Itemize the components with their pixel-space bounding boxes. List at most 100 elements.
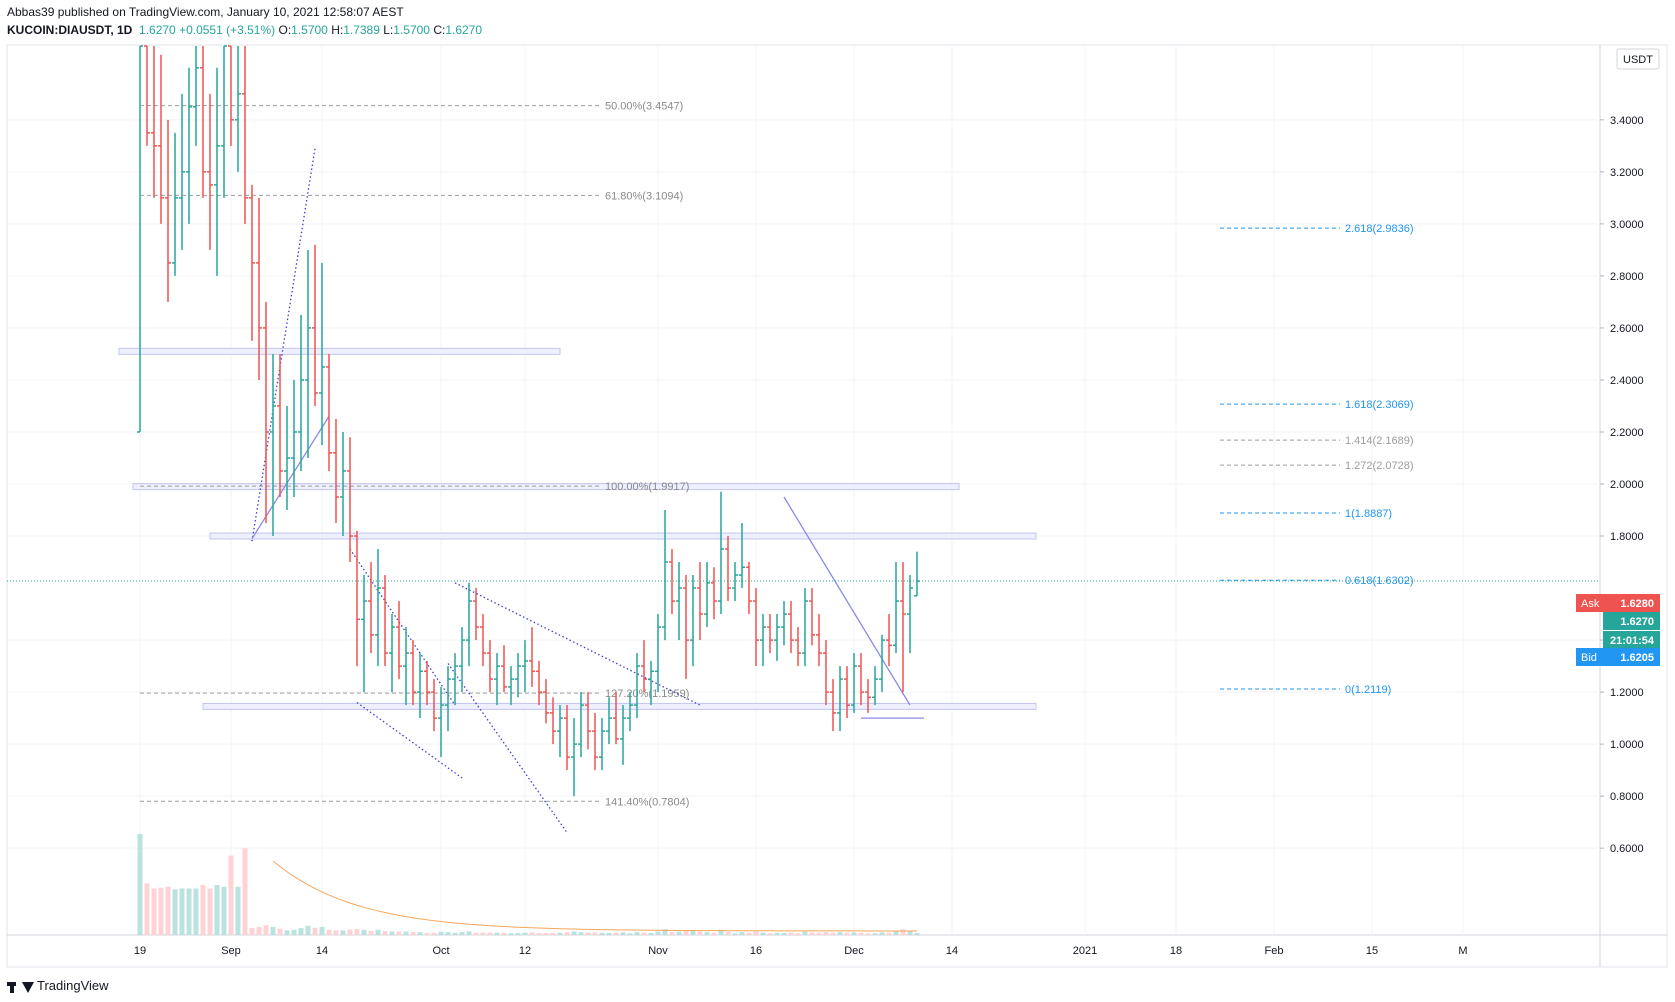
- ohlc-bar: [200, 46, 206, 198]
- volume-bar: [879, 932, 885, 935]
- volume-bar: [459, 932, 465, 935]
- ohlc-bar: [438, 686, 444, 758]
- currency-badge[interactable]: USDT: [1616, 48, 1660, 70]
- volume-bar: [137, 833, 143, 935]
- volume-bar: [445, 932, 451, 935]
- volume-bar: [788, 932, 794, 935]
- volume-bar: [403, 931, 409, 935]
- volume-bar: [529, 932, 535, 935]
- volume-bar: [221, 886, 227, 935]
- y-tick-label: 3.4000: [1610, 115, 1644, 127]
- x-tick-label: 14: [946, 945, 958, 957]
- ohlc-bar: [165, 119, 171, 302]
- ohlc-bar: [760, 614, 766, 667]
- volume-bar: [725, 932, 731, 935]
- footer-brand[interactable]: TradingView: [7, 978, 109, 993]
- volume-bar: [298, 928, 304, 935]
- ohlc-bar: [781, 601, 787, 646]
- ohlc-bar: [333, 418, 339, 524]
- ohlc-bar: [529, 627, 535, 687]
- ohlc-bar: [893, 562, 899, 654]
- volume-bar: [473, 932, 479, 935]
- volume-bar: [704, 932, 710, 935]
- ohlc-bar: [571, 718, 577, 797]
- high-value: 1.7389: [343, 23, 380, 37]
- volume-bar: [669, 932, 675, 935]
- ohlc-bar: [284, 405, 290, 511]
- ohlc-bar: [788, 601, 794, 654]
- fib-level-label: 61.80%(3.1094): [605, 190, 683, 202]
- trendlines: [251, 148, 924, 833]
- ohlc-bar: [879, 634, 885, 693]
- volume-bar: [585, 932, 591, 935]
- low-label: L:: [383, 23, 394, 37]
- volume-bar: [438, 931, 444, 935]
- ohlc-bar: [823, 640, 829, 706]
- ohlc-bar: [151, 46, 157, 198]
- x-tick-label: 18: [1170, 945, 1182, 957]
- y-tick-label: 3.0000: [1610, 219, 1644, 231]
- zone-band: [209, 532, 1037, 540]
- x-tick-label: Feb: [1265, 945, 1284, 957]
- volume-bar: [914, 933, 920, 935]
- volume-bar: [767, 933, 773, 935]
- ohlc-bar: [193, 46, 199, 146]
- volume-bar: [872, 933, 878, 935]
- y-tick-label: 1.2000: [1610, 687, 1644, 699]
- ohlc-bar: [445, 666, 451, 732]
- volume-bar: [319, 926, 325, 935]
- ohlc-bar: [172, 132, 178, 276]
- ohlc-bar: [732, 562, 738, 602]
- fib-level-label: 50.00%(3.4547): [605, 101, 683, 113]
- volume-bar: [214, 885, 220, 935]
- ohlc-bar: [382, 575, 388, 667]
- volume-bar: [634, 932, 640, 935]
- ohlc-bar: [270, 353, 276, 537]
- volume-bar: [333, 930, 339, 935]
- volume-bar: [522, 932, 528, 935]
- trendline: [251, 416, 330, 539]
- ohlc-bar: [816, 614, 822, 667]
- ohlc-bar: [592, 712, 598, 771]
- volume-bar: [249, 928, 255, 935]
- fib-extension-label: 2.618(2.9836): [1345, 223, 1414, 235]
- volume-bar: [620, 932, 626, 935]
- ohlc-bar: [557, 705, 563, 758]
- fib-level-label: 141.40%(0.7804): [605, 796, 689, 808]
- volume-bar: [207, 888, 213, 935]
- y-tick-label: 2.6000: [1610, 323, 1644, 335]
- low-value: 1.5700: [393, 23, 430, 37]
- volume-bar: [466, 931, 472, 935]
- chart-frame: [6, 44, 1668, 968]
- y-tick-label: 0.6000: [1610, 843, 1644, 855]
- y-tick-label: 0.8000: [1610, 791, 1644, 803]
- x-tick-label: 19: [134, 945, 146, 957]
- ohlc-bar: [851, 653, 857, 713]
- volume-bars: [137, 833, 920, 935]
- volume-bar: [263, 925, 269, 935]
- last-price-tag: 1.6270: [1603, 612, 1660, 630]
- ohlc-bar: [263, 301, 269, 524]
- zone-band: [118, 347, 561, 355]
- volume-bar: [424, 933, 430, 935]
- volume-bar: [452, 932, 458, 935]
- volume-bar: [683, 930, 689, 935]
- ohlc-bar: [242, 46, 248, 224]
- x-tick-label: 14: [316, 945, 328, 957]
- trendline: [356, 701, 463, 779]
- ohlc-bar: [753, 588, 759, 667]
- volume-bar: [543, 933, 549, 935]
- ohlc-bar: [634, 653, 640, 719]
- volume-bar: [662, 929, 668, 935]
- ohlc-bar: [277, 353, 283, 498]
- volume-bar: [907, 931, 913, 935]
- ohlc-bar: [417, 653, 423, 719]
- volume-bar: [599, 932, 605, 935]
- x-tick-label: 12: [519, 945, 531, 957]
- ohlc-bar: [459, 627, 465, 693]
- ohlc-bar: [648, 660, 654, 706]
- ohlc-bar: [452, 653, 458, 706]
- ohlc-bar: [606, 697, 612, 745]
- ohlc-bar: [221, 45, 227, 198]
